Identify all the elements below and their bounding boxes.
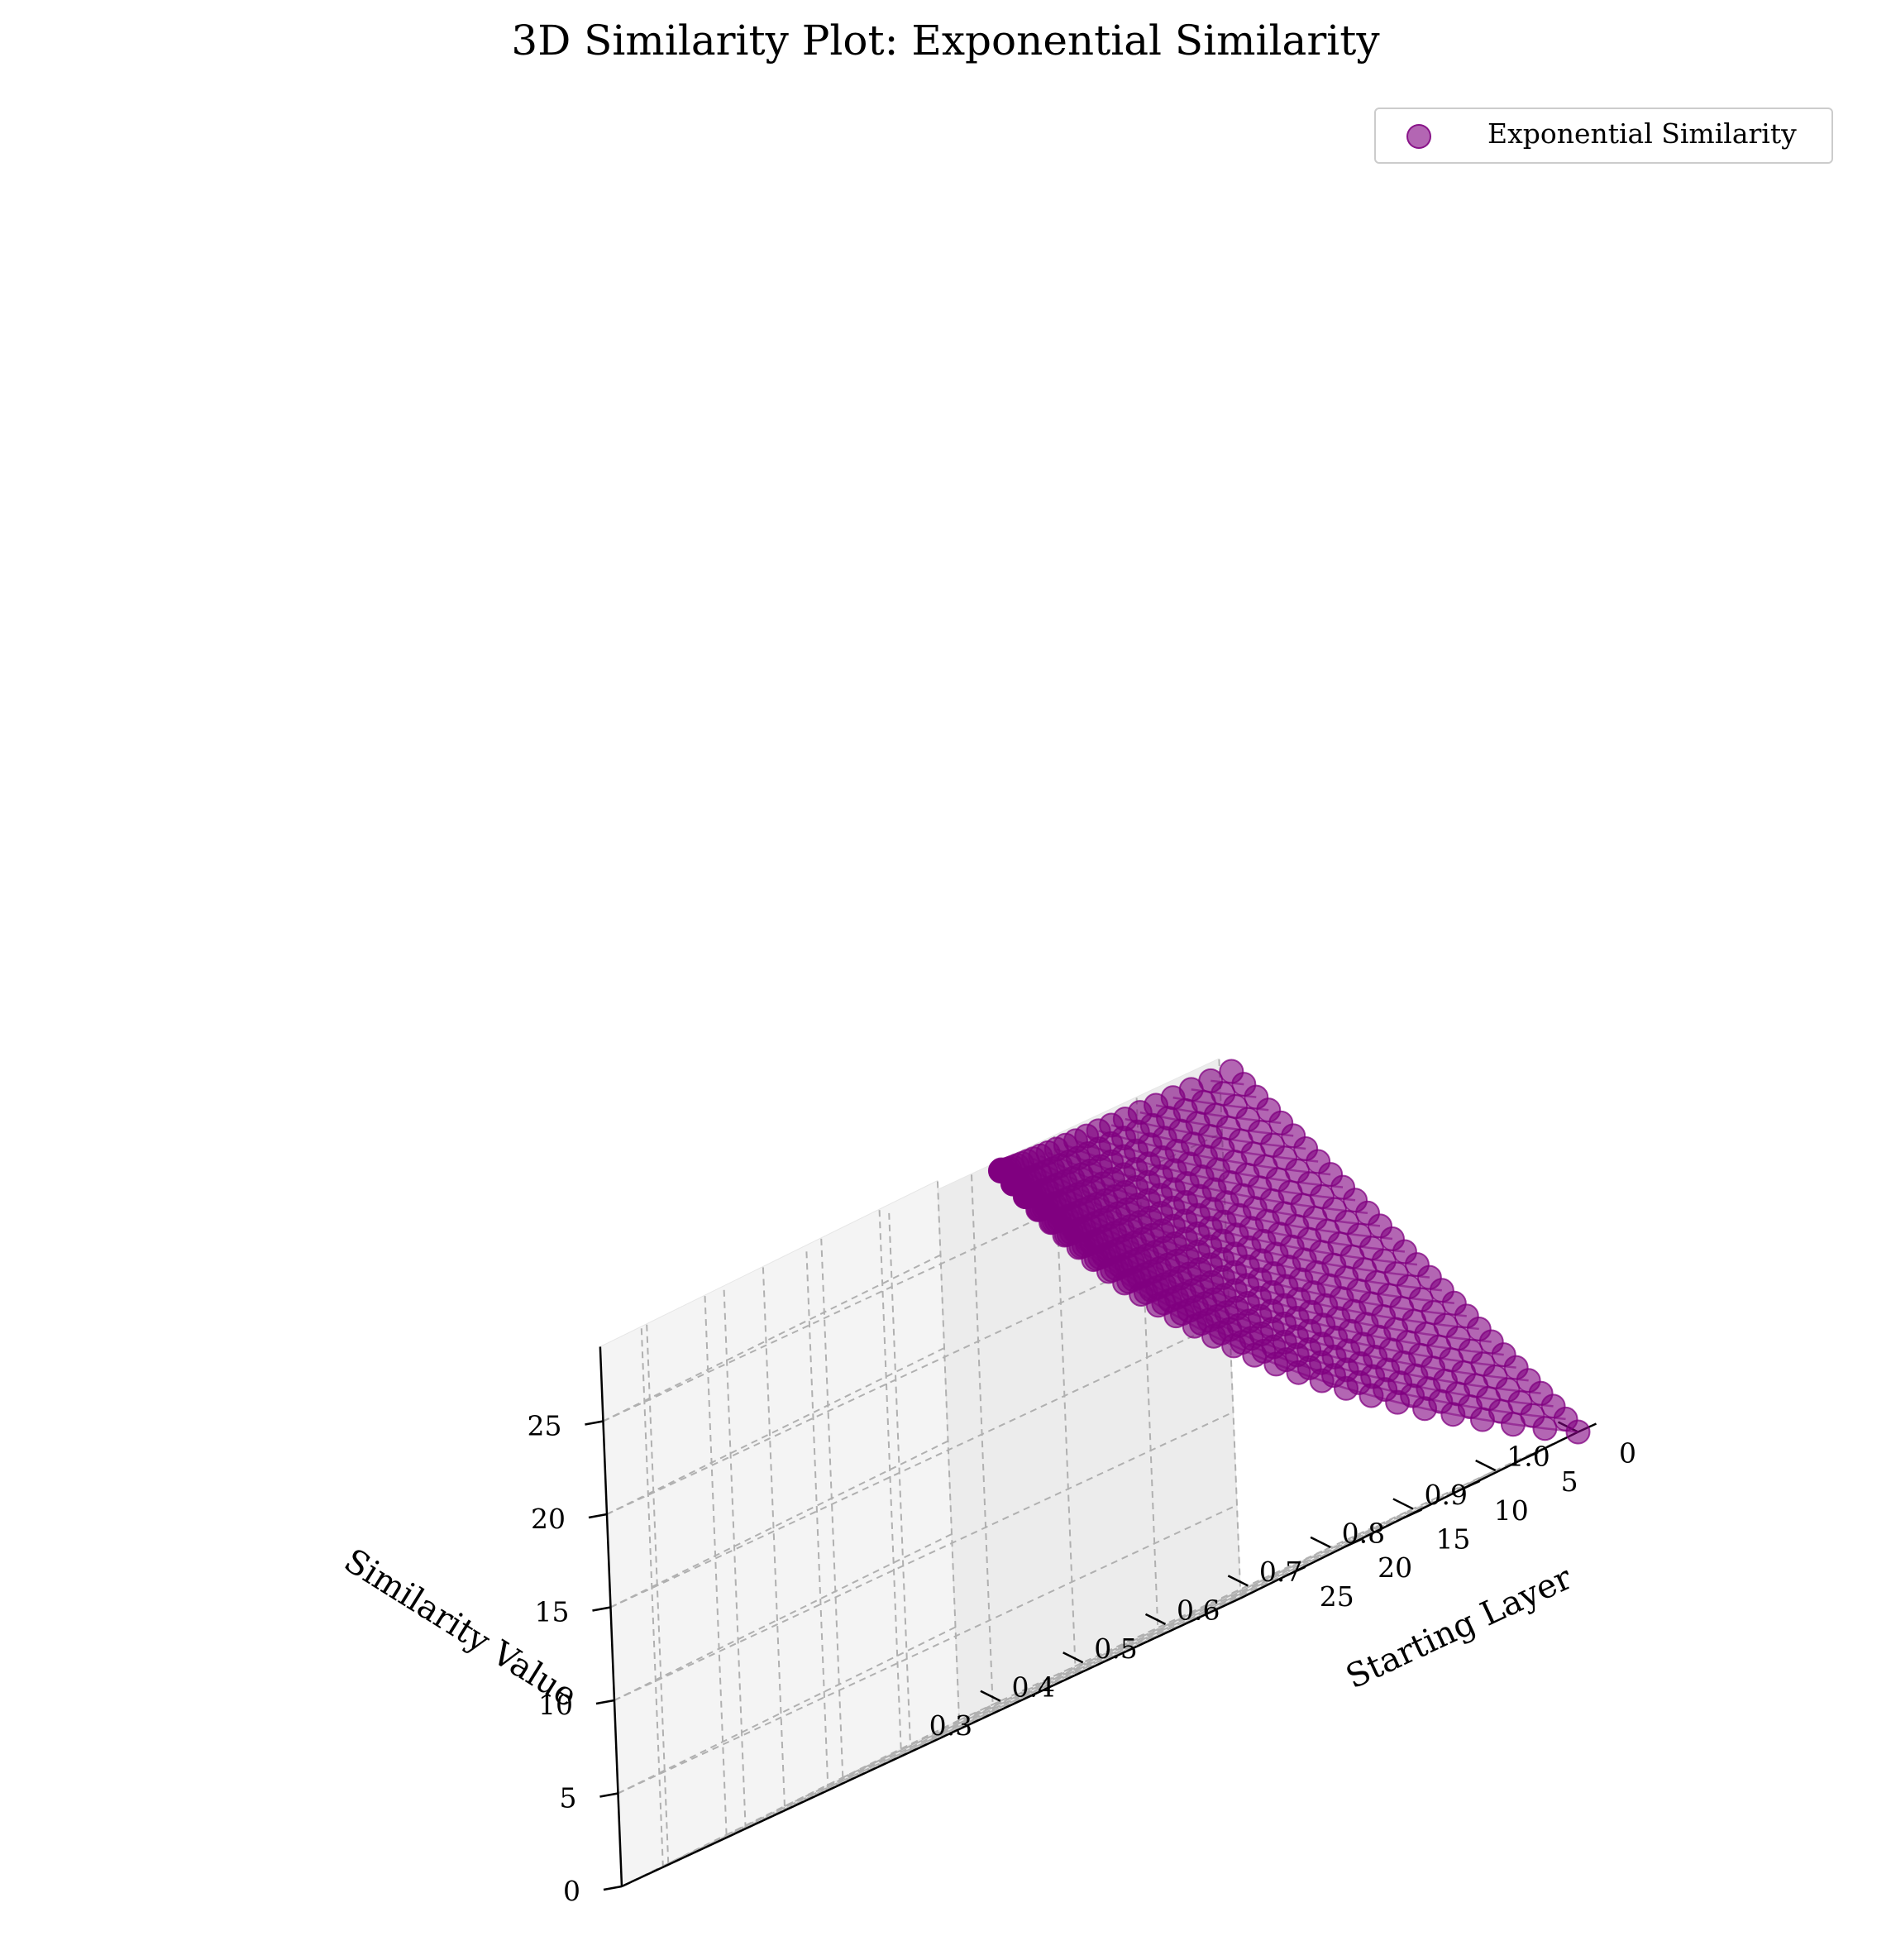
grid-line [1075,1508,1414,1676]
tick-label: 15 [534,1595,569,1628]
tick-mark [1392,1498,1414,1510]
tick-label: 15 [1435,1523,1470,1555]
grid-line [1053,1135,1077,1676]
grid-line [640,1327,664,1867]
x-axis-label: Starting Layer [1340,1559,1578,1697]
tick-label: 20 [531,1503,566,1535]
tick-label: 0 [563,1875,580,1907]
grid-line [606,1347,945,1515]
tick-mark [1227,1575,1249,1587]
tick-mark [1310,1536,1331,1549]
tick-label: 0.5 [1094,1633,1137,1665]
z-axis-line [599,1346,623,1887]
grid-line [723,1288,747,1829]
tick-mark [980,1690,1001,1702]
grid-line [828,1623,1166,1791]
chart-title: 3D Similarity Plot: Exponential Similari… [511,17,1380,65]
tick-label: 25 [1320,1580,1354,1613]
tick-mark [599,1792,618,1798]
back-pane [599,1179,960,1887]
tick-label: 5 [559,1781,576,1814]
data-point [1198,1068,1224,1093]
tick-label: 10 [1494,1494,1529,1527]
grid-line [1158,1470,1497,1637]
y-axis-label: Similarity Value [337,1542,584,1715]
tick-label: 10 [538,1689,573,1721]
tick-label: 0.8 [1342,1517,1385,1549]
tick-mark [1062,1652,1084,1664]
tick-label: 0.9 [1424,1479,1467,1511]
tick-mark [585,1420,604,1426]
grid-line [784,1517,1404,1807]
tick-mark [1475,1459,1497,1472]
grid-line [646,1323,670,1864]
tick-mark [592,1606,611,1612]
legend-marker-icon [1406,124,1431,149]
data-point [1219,1059,1244,1084]
grid-line [820,1237,844,1778]
legend: Exponential Similarity [1374,108,1833,164]
tick-mark [603,1885,623,1891]
grid-line [614,1533,953,1701]
y-axis-line [621,1597,1241,1888]
grid-line [970,1174,995,1714]
grid-line [910,1585,1249,1753]
grid-line [662,1699,1001,1868]
legend-label: Exponential Similarity [1487,117,1797,150]
tick-label: 0.7 [1259,1556,1302,1588]
grid-line [610,1318,1230,1609]
tick-mark [1461,1480,1481,1490]
grid-line [805,1250,829,1790]
grid-line [614,1411,1234,1701]
grid-line [958,1431,1578,1721]
tick-label: 0.6 [1177,1594,1220,1626]
grid-line [888,1212,912,1752]
tick-label: 1.0 [1507,1441,1550,1473]
grid-line [603,1254,941,1422]
grid-line [610,1440,948,1609]
grid-line [618,1626,956,1795]
tick-mark [1519,1451,1539,1462]
tick-label: 0.4 [1011,1671,1054,1703]
tick-mark [588,1513,608,1519]
grid-line [992,1546,1331,1714]
grid-line [1135,1097,1159,1637]
tick-label: 20 [1378,1551,1412,1584]
tick-label: 0.3 [929,1709,972,1742]
tick-mark [1144,1613,1167,1625]
grid-line [621,1719,960,1887]
tick-label: 0 [1619,1437,1636,1470]
tick-mark [1287,1566,1306,1576]
tick-label: 5 [1561,1465,1578,1498]
grid-line [878,1209,902,1749]
grid-line [745,1661,1084,1830]
tick-mark [1402,1508,1422,1519]
grid-line [704,1295,728,1835]
tick-labels: 0 5 10 15 20 25 0.3 0.4 0.5 0.6 0.7 0.8 0.9 1.0 0 5 10 15… [527,1409,1636,1907]
data-series [987,1059,1591,1445]
grid-line [762,1266,786,1806]
grid-line [618,1504,1238,1795]
tick-mark [595,1699,615,1705]
tick-mark [1344,1537,1364,1548]
tick-label: 25 [527,1409,561,1441]
